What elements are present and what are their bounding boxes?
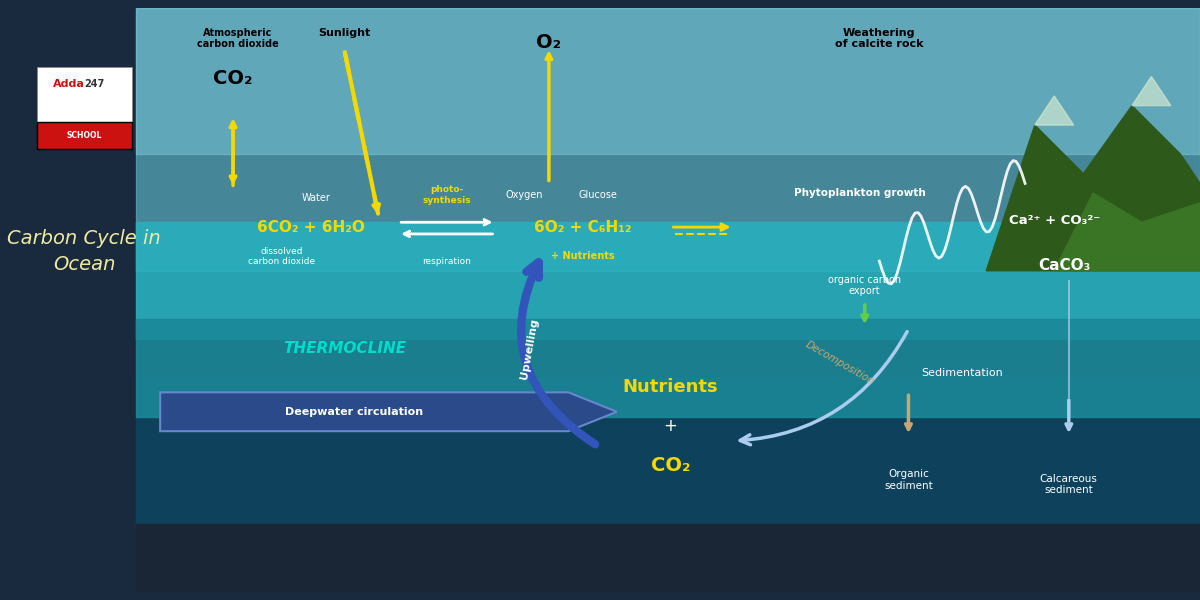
Text: Organic
sediment: Organic sediment <box>884 469 932 491</box>
Text: Sunlight: Sunlight <box>319 28 371 38</box>
Polygon shape <box>136 8 1200 271</box>
Polygon shape <box>986 106 1200 271</box>
Polygon shape <box>136 222 1200 339</box>
Text: Water: Water <box>301 193 330 203</box>
Polygon shape <box>136 319 1200 416</box>
Polygon shape <box>34 8 1200 592</box>
Text: + Nutrients: + Nutrients <box>551 251 614 261</box>
Polygon shape <box>160 392 617 431</box>
Text: 6CO₂ + 6H₂O: 6CO₂ + 6H₂O <box>257 220 365 235</box>
Text: CaCO₃: CaCO₃ <box>1038 259 1090 274</box>
Text: organic carbon
export: organic carbon export <box>828 275 901 296</box>
Polygon shape <box>136 378 1200 533</box>
Text: O₂: O₂ <box>536 33 562 52</box>
Text: Deepwater circulation: Deepwater circulation <box>286 407 424 417</box>
FancyBboxPatch shape <box>37 67 132 149</box>
Polygon shape <box>34 8 136 592</box>
Polygon shape <box>136 524 1200 592</box>
Text: 247: 247 <box>84 79 104 89</box>
Text: Weathering
of calcite rock: Weathering of calcite rock <box>835 28 924 49</box>
Text: Calcareous
sediment: Calcareous sediment <box>1040 474 1098 496</box>
Text: Ca²⁺ + CO₃²⁻: Ca²⁺ + CO₃²⁻ <box>1009 214 1100 227</box>
Text: Sedimentation: Sedimentation <box>922 368 1003 378</box>
FancyArrowPatch shape <box>740 332 907 445</box>
Text: Atmospheric
carbon dioxide: Atmospheric carbon dioxide <box>197 28 278 49</box>
Text: Oxygen: Oxygen <box>506 190 544 200</box>
Text: Decomposition: Decomposition <box>804 340 877 387</box>
Text: respiration: respiration <box>422 257 472 266</box>
FancyArrowPatch shape <box>521 262 595 444</box>
Text: Carbon Cycle in
Ocean: Carbon Cycle in Ocean <box>7 229 161 274</box>
FancyBboxPatch shape <box>37 122 132 149</box>
Text: SCHOOL: SCHOOL <box>67 131 102 140</box>
Text: Adda: Adda <box>53 79 84 89</box>
Polygon shape <box>1034 96 1074 125</box>
Polygon shape <box>136 8 1200 154</box>
Text: CO₂: CO₂ <box>214 69 253 88</box>
Text: 6O₂ + C₆H₁₂: 6O₂ + C₆H₁₂ <box>534 220 631 235</box>
Text: CO₂: CO₂ <box>650 456 690 475</box>
Text: photo-
synthesis: photo- synthesis <box>422 185 472 205</box>
Text: THERMOCLINE: THERMOCLINE <box>283 341 407 356</box>
Polygon shape <box>1055 193 1200 271</box>
Text: +: + <box>664 418 677 436</box>
Text: Phytoplankton growth: Phytoplankton growth <box>794 188 925 198</box>
Polygon shape <box>1132 76 1171 106</box>
Text: Glucose: Glucose <box>578 190 617 200</box>
Text: Upwelling: Upwelling <box>520 317 540 380</box>
Text: dissolved
carbon dioxide: dissolved carbon dioxide <box>248 247 316 266</box>
Text: Nutrients: Nutrients <box>623 379 718 397</box>
